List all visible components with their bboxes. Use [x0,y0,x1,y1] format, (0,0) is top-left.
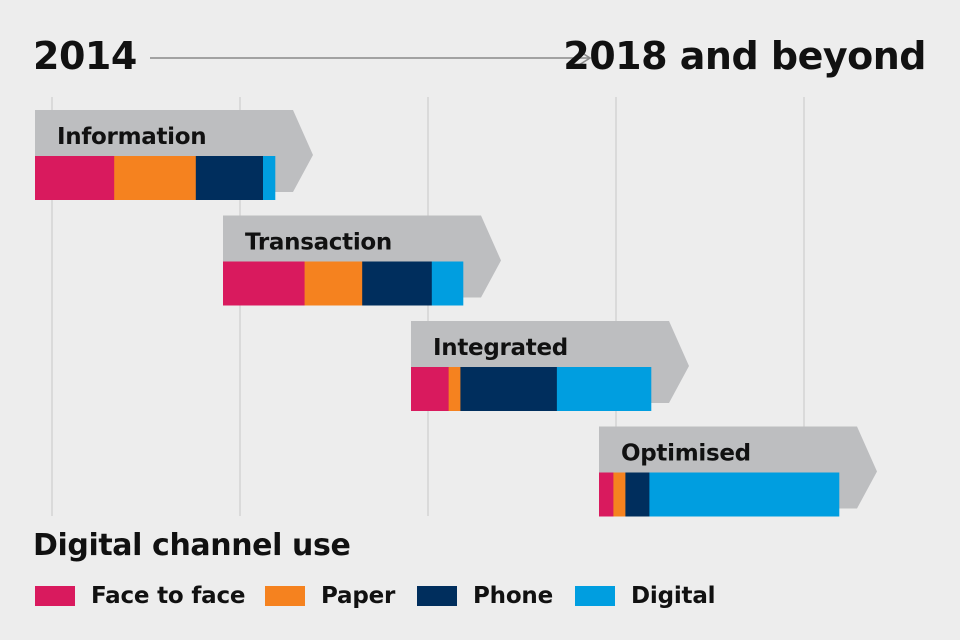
bar-integrated-face-to-face [411,367,449,411]
bar-information-phone [195,156,264,200]
legend-label-digital: Digital [631,583,716,609]
legend-item-phone: Phone [417,582,553,610]
legend-swatch-face-to-face [35,586,75,606]
bar-optimised-phone [625,472,650,517]
legend-item-paper: Paper [265,582,395,610]
stage-label-optimised: Optimised [621,441,751,467]
bar-transaction-face-to-face [223,261,305,306]
legend-item-digital: Digital [575,582,716,610]
bar-integrated-phone [460,367,558,411]
bar-transaction-paper [304,261,363,306]
legend-item-face-to-face: Face to face [35,582,245,610]
bar-information-digital [263,156,276,200]
stage-label-information: Information [57,124,206,150]
bar-integrated-paper [448,367,461,411]
timeline-end-label: 2018 and beyond [563,34,926,78]
timeline-arrow-head [578,50,592,66]
timeline-start-label: 2014 [33,34,137,78]
legend-label-phone: Phone [473,583,554,609]
stage-label-transaction: Transaction [245,230,392,256]
bar-transaction-digital [431,261,464,306]
bar-information-face-to-face [35,156,115,200]
bar-optimised-paper [613,472,626,517]
legend-swatch-phone [417,586,457,606]
stage-label-integrated: Integrated [433,335,568,361]
legend-swatch-paper [265,586,305,606]
legend-title: Digital channel use [33,528,351,563]
bar-integrated-digital [556,367,652,411]
legend-swatch-digital [575,586,615,606]
bar-transaction-phone [362,261,433,306]
legend-label-face-to-face: Face to face [91,583,246,609]
legend-label-paper: Paper [321,583,396,609]
bar-optimised-face-to-face [599,472,614,517]
bar-optimised-digital [649,472,840,517]
bar-information-paper [114,156,197,200]
